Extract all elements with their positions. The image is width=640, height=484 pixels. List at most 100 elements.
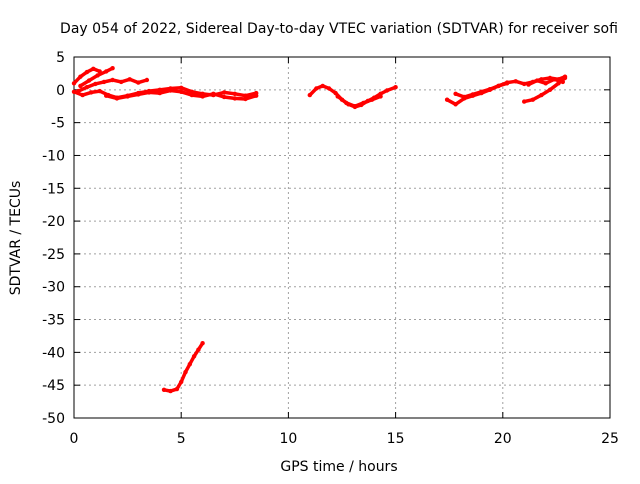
data-point [453, 91, 458, 97]
data-point [183, 369, 188, 375]
data-point [78, 74, 83, 79]
data-point [307, 92, 312, 98]
data-point [168, 388, 173, 394]
data-point [71, 81, 77, 86]
data-point [196, 347, 201, 352]
data-point [547, 87, 553, 93]
data-point [101, 79, 107, 85]
data-point [393, 85, 398, 90]
x-tick-label: 10 [279, 431, 297, 447]
x-tick-label: 0 [70, 431, 79, 447]
y-tick-label: -50 [42, 411, 65, 427]
data-point [189, 92, 195, 98]
data-point [187, 362, 192, 367]
grid-lines [74, 57, 610, 418]
chart-title: Day 054 of 2022, Sidereal Day-to-day VTE… [60, 21, 618, 37]
data-point [526, 82, 531, 87]
data-point [157, 90, 162, 96]
data-point [243, 93, 248, 98]
data-point [168, 88, 173, 93]
data-point [95, 73, 100, 78]
data-point [369, 97, 375, 102]
data-point [384, 88, 390, 93]
data-point [104, 93, 109, 98]
data-point [487, 87, 493, 92]
data-point [71, 89, 77, 95]
data-point [110, 66, 115, 71]
data-point [84, 85, 90, 90]
data-point [136, 92, 141, 97]
data-point [470, 92, 475, 97]
data-point [200, 94, 205, 99]
y-tick-label: -15 [42, 181, 65, 197]
y-tick-label: -5 [51, 116, 65, 132]
x-tick-label: 15 [387, 431, 405, 447]
y-tick-label: -10 [42, 148, 65, 164]
data-point [119, 79, 124, 85]
data-point [179, 89, 184, 95]
data-point [179, 379, 184, 385]
data-point [146, 90, 152, 95]
data-point [479, 89, 484, 95]
data-point [530, 97, 535, 102]
data-point [211, 91, 216, 97]
data-point [522, 81, 527, 87]
y-tick-label: -40 [42, 345, 65, 361]
data-point [539, 92, 544, 98]
data-point [453, 102, 458, 107]
data-point [125, 94, 130, 99]
data-point [522, 99, 527, 104]
data-point [86, 78, 92, 83]
data-point [378, 94, 383, 99]
data-point [562, 75, 568, 81]
plot-frame [73, 56, 611, 419]
data-point [80, 92, 85, 98]
data-point [504, 81, 510, 86]
data-point [513, 79, 518, 84]
data-point [534, 78, 540, 83]
data-point [191, 354, 197, 359]
data-point [89, 90, 94, 95]
data-point [254, 93, 259, 98]
data-point [444, 97, 450, 102]
data-point [496, 83, 501, 89]
data-point [200, 341, 205, 346]
data-point [560, 79, 565, 85]
x-tick-label: 25 [601, 431, 619, 447]
y-tick-label: -25 [42, 247, 65, 263]
data-point [97, 88, 102, 94]
data-series-seg-h [335, 94, 383, 108]
data-point [543, 81, 548, 86]
data-point [352, 104, 358, 109]
data-point [189, 89, 195, 95]
data-point [78, 83, 83, 89]
x-axis-label: GPS time / hours [280, 459, 397, 475]
data-point [136, 80, 141, 85]
y-axis-label: SDTVAR / TECUs [8, 181, 24, 296]
data-point [462, 94, 467, 100]
x-tick-label: 20 [494, 431, 512, 447]
axis-ticks: 5 0 -5 -10 -15 -20 -25 -30 -35 -40 -45 -50 0 5 10 15 20 2… [42, 50, 619, 447]
data-point [114, 96, 120, 101]
data-point [552, 77, 557, 82]
data-point [157, 87, 162, 93]
y-tick-label: -20 [42, 214, 65, 230]
data-point [335, 94, 340, 99]
y-tick-label: 0 [56, 83, 65, 99]
data-point [161, 387, 167, 392]
y-tick-label: -35 [42, 313, 65, 329]
data-point [104, 69, 109, 74]
data-point [144, 77, 150, 83]
data-point [179, 85, 184, 91]
data-point [174, 386, 180, 392]
y-tick-label: -30 [42, 280, 65, 296]
data-point [243, 96, 248, 102]
data-point [326, 86, 332, 91]
data-point [110, 77, 115, 83]
data-point [333, 90, 338, 96]
data-point [232, 96, 237, 101]
data-point [127, 77, 132, 82]
data-point [93, 81, 98, 87]
